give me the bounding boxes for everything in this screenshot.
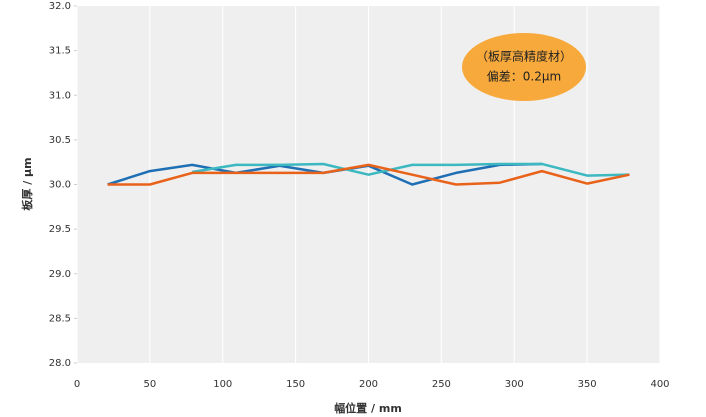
y-tick-label: 31.0 (49, 90, 71, 101)
lines (107, 162, 630, 186)
y-tick-label: 30.0 (49, 180, 71, 191)
x-tick-label: 50 (144, 379, 157, 390)
series-line (191, 162, 630, 177)
x-tick-label: 200 (359, 379, 378, 390)
y-axis-title: 板厚 / μm (20, 157, 34, 210)
x-tick-label: 350 (578, 379, 597, 390)
series-line (107, 163, 630, 186)
x-tick-label: 150 (286, 379, 305, 390)
x-tick-label: 250 (432, 379, 451, 390)
annotation-badge (462, 33, 586, 101)
x-tick-label: 100 (213, 379, 232, 390)
y-tick-label: 32.0 (49, 1, 71, 12)
y-tick-label: 31.5 (49, 46, 71, 57)
y-tick-label: 30.5 (49, 135, 71, 146)
x-tick-label: 400 (650, 379, 669, 390)
x-tick-label: 300 (505, 379, 524, 390)
annotation: 偏差：0.2μm (487, 69, 561, 84)
x-tick-label: 0 (74, 379, 80, 390)
y-tick-label: 29.0 (49, 269, 71, 280)
x-axis-title: 幅位置 / mm (334, 401, 402, 415)
annotation: （板厚高精度材） (476, 49, 572, 64)
y-tick-label: 28.0 (49, 358, 71, 369)
y-tick-label: 28.5 (49, 313, 71, 324)
y-tick-label: 29.5 (49, 224, 71, 235)
